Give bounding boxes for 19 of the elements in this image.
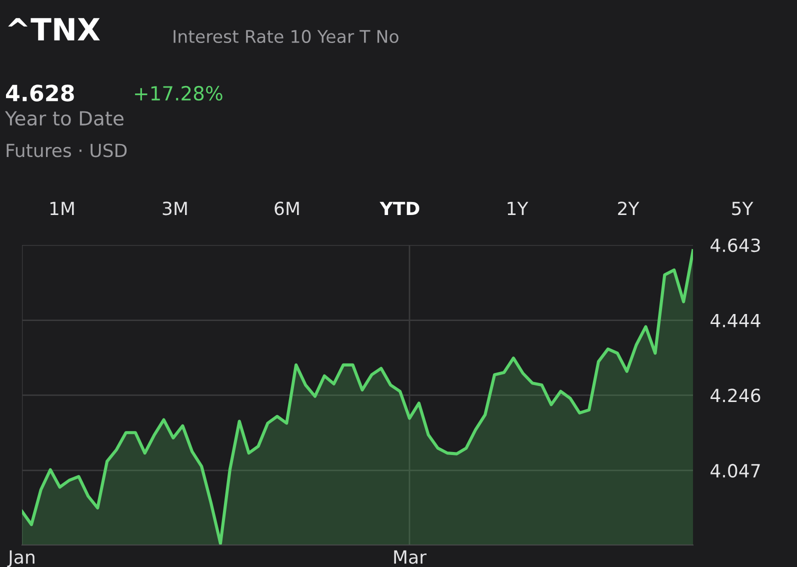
text: Year to Date [4, 111, 124, 126]
text: Futures · USD [6, 144, 127, 158]
text: 2Y [618, 202, 640, 215]
text: 3M [162, 202, 187, 216]
text: +17.28% [135, 86, 222, 101]
chart-title: ^TNX [8, 18, 100, 40]
text: YTD [380, 202, 420, 215]
text: 4.628 [6, 84, 74, 102]
chart-subtitle: Interest Rate 10 Year T No [174, 30, 398, 44]
text: 6M [274, 202, 299, 216]
y-tick-label: 4.047 [710, 464, 760, 478]
text: 1Y [508, 202, 528, 215]
y-tick-label: 4.246 [710, 388, 760, 402]
text: 5Y [732, 202, 754, 216]
text: 1M [50, 202, 74, 215]
y-tick-label: 4.444 [710, 314, 760, 328]
x-tick-label: Jan [7, 550, 34, 567]
x-tick-label: Mar [394, 550, 427, 564]
y-tick-label: 4.643 [710, 238, 760, 252]
